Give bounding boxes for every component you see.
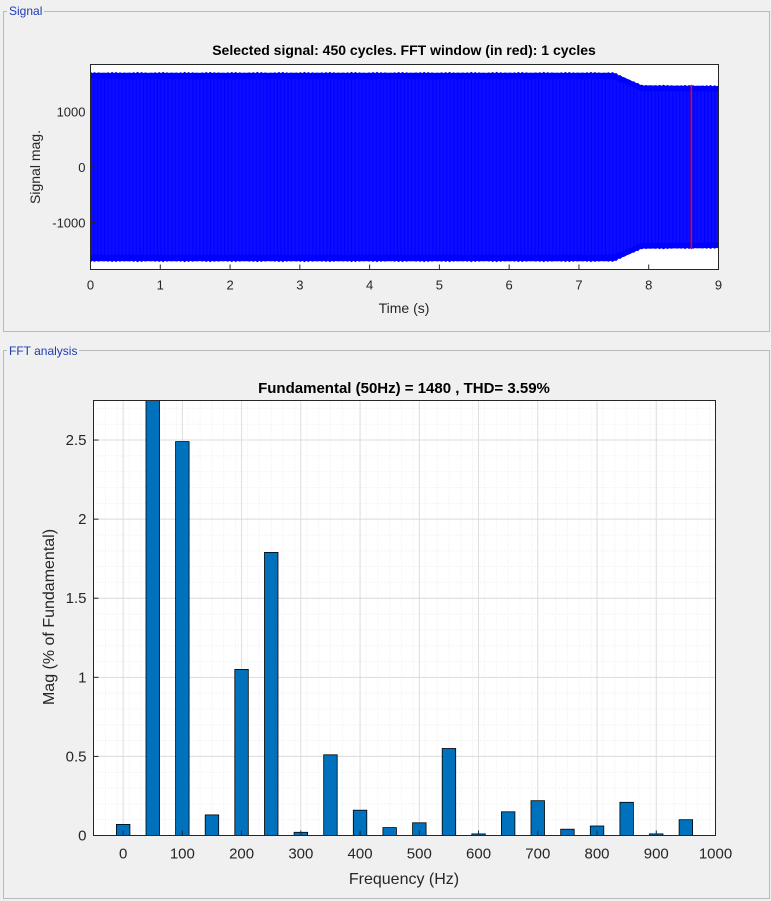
signal-x-tick-label: 4 (366, 278, 373, 293)
signal-y-tick-label: -1000 (52, 215, 85, 230)
signal-plot-border (90, 64, 719, 270)
fft-x-tick-label: 800 (585, 846, 610, 863)
fft-x-tick-label: 500 (407, 846, 432, 863)
fft-chart-title: Fundamental (50Hz) = 1480 , THD= 3.59% (258, 380, 550, 397)
signal-x-tick-label: 2 (226, 278, 233, 293)
signal-panel-title: Signal (7, 4, 45, 18)
fft-x-tick-label: 700 (525, 846, 550, 863)
fft-y-tick-label: 1 (78, 669, 86, 686)
fft-bar (500, 811, 516, 836)
fft-y-tick-label: 0 (78, 828, 86, 845)
fft-y-tick-label: 1.5 (66, 590, 87, 607)
fft-x-tick-label: 900 (644, 846, 669, 863)
signal-x-tick-label: 6 (506, 278, 513, 293)
fft-y-tick-label: 2.5 (66, 432, 87, 449)
fft-plot-border (93, 400, 716, 836)
signal-x-tick-label: 0 (87, 278, 94, 293)
fft-bar (323, 754, 338, 836)
fft-x-tick-label: 200 (229, 846, 254, 863)
signal-x-tick-label: 8 (645, 278, 652, 293)
fft-bar (382, 827, 397, 836)
signal-chart-title: Selected signal: 450 cycles. FFT window … (212, 42, 596, 58)
fft-y-tick-label: 2 (78, 511, 86, 528)
signal-y-tick-label: 1000 (57, 105, 86, 120)
fft-bar (145, 400, 160, 836)
fft-bar (234, 669, 249, 836)
fft-y-tick-label: 0.5 (66, 748, 87, 765)
fft-x-tick-label: 0 (119, 846, 127, 863)
fft-bar (530, 800, 545, 836)
fft-x-tick-label: 400 (348, 846, 373, 863)
fft-plot-area (93, 400, 716, 836)
fft-bar (264, 552, 279, 836)
fft-x-tick-label: 100 (170, 846, 195, 863)
signal-x-tick-label: 9 (715, 278, 722, 293)
fft-x-tick-label: 1000 (699, 846, 732, 863)
fft-x-tick-label: 600 (466, 846, 491, 863)
fft-panel-title: FFT analysis (7, 344, 80, 358)
fft-window-marker (690, 84, 693, 250)
fft-bar (441, 748, 457, 836)
fft-bar (619, 801, 634, 836)
signal-y-axis-label: Signal mag. (27, 130, 43, 204)
signal-x-tick-label: 5 (436, 278, 443, 293)
signal-x-tick-label: 7 (575, 278, 582, 293)
signal-x-axis-label: Time (s) (379, 300, 430, 316)
fft-x-axis-label: Frequency (Hz) (349, 871, 459, 888)
signal-chart: Selected signal: 450 cycles. FFT window … (27, 42, 722, 316)
fft-x-tick-label: 300 (288, 846, 313, 863)
fft-bar (175, 441, 190, 836)
signal-x-tick-label: 1 (157, 278, 164, 293)
fft-bar (678, 819, 693, 836)
fft-y-axis-label: Mag (% of Fundamental) (41, 529, 58, 705)
fft-bar (204, 814, 220, 836)
signal-y-tick-label: 0 (78, 160, 85, 175)
signal-x-tick-label: 3 (296, 278, 303, 293)
fft-bar (560, 828, 575, 836)
